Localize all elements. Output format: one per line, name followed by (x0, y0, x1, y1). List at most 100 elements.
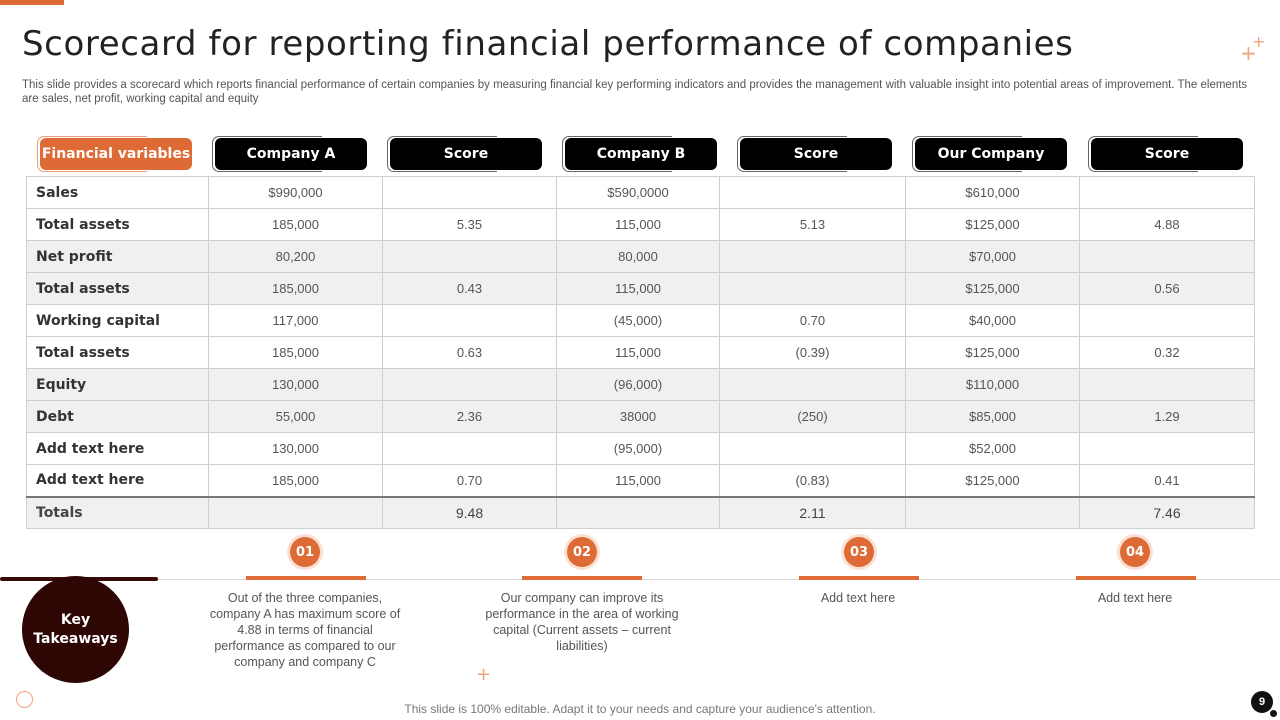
takeaway-bar-2 (522, 576, 642, 580)
footer-note: This slide is 100% editable. Adapt it to… (404, 702, 876, 716)
cell-company-a: 185,000 (208, 208, 383, 241)
table-row: Sales $990,000 $590,0000 $610,000 (26, 176, 1255, 209)
takeaway-divider (150, 579, 1280, 580)
cell-company-b: 115,000 (556, 464, 720, 497)
cell-score-a: 0.43 (382, 272, 557, 305)
cell-company-b: 115,000 (556, 272, 720, 305)
cell-variable: Add text here (26, 432, 209, 465)
header-company-a: Company A (212, 136, 367, 172)
cell-variable: Debt (26, 400, 209, 433)
takeaway-text-4: Add text here (1097, 591, 1173, 605)
table-row: Net profit 80,200 80,000 $70,000 (26, 240, 1255, 273)
cell-variable: Add text here (26, 464, 209, 497)
cell-score-our: 1.29 (1079, 400, 1255, 433)
total-our-company (905, 495, 1080, 529)
plus-decoration: + (476, 664, 492, 685)
table-row: Add text here 130,000 (95,000) $52,000 (26, 432, 1255, 465)
cell-score-our: 0.56 (1079, 272, 1255, 305)
table-row: Debt 55,000 2.36 38000 (250) $85,000 1.29 (26, 400, 1255, 433)
cell-variable: Equity (26, 368, 209, 401)
cell-company-a: 185,000 (208, 464, 383, 497)
cell-variable: Working capital (26, 304, 209, 337)
cell-score-our (1079, 176, 1255, 209)
cell-score-b (719, 176, 906, 209)
cell-company-b: $590,0000 (556, 176, 720, 209)
cell-score-b: 0.70 (719, 304, 906, 337)
cell-score-b (719, 432, 906, 465)
cell-company-a: 117,000 (208, 304, 383, 337)
cell-variable: Total assets (26, 336, 209, 369)
cell-our-company: $40,000 (905, 304, 1080, 337)
cell-company-b: (96,000) (556, 368, 720, 401)
cell-company-b: 38000 (556, 400, 720, 433)
total-score-b: 2.11 (719, 495, 906, 529)
cell-score-a (382, 304, 557, 337)
top-accent-bar (0, 0, 64, 5)
scorecard-table: Sales $990,000 $590,0000 $610,000 Total asse… (26, 176, 1255, 529)
cell-score-a (382, 240, 557, 273)
cell-score-our (1079, 304, 1255, 337)
cell-score-our (1079, 432, 1255, 465)
total-variable: Totals (26, 495, 209, 529)
takeaway-number-2: 02 (567, 537, 597, 567)
cell-company-b: 115,000 (556, 336, 720, 369)
cell-company-a: $990,000 (208, 176, 383, 209)
takeaway-bar-3 (799, 576, 919, 580)
cell-company-a: 185,000 (208, 272, 383, 305)
total-company-a (208, 495, 383, 529)
page-subtitle: This slide provides a scorecard which re… (22, 79, 1248, 105)
plus-decoration: + (1240, 41, 1257, 65)
cell-variable: Total assets (26, 272, 209, 305)
page-number-badge: 9 (1251, 691, 1273, 713)
cell-company-b: 115,000 (556, 208, 720, 241)
table-row: Equity 130,000 (96,000) $110,000 (26, 368, 1255, 401)
cell-variable: Net profit (26, 240, 209, 273)
cell-variable: Total assets (26, 208, 209, 241)
cell-score-b (719, 368, 906, 401)
cell-score-our: 0.32 (1079, 336, 1255, 369)
cell-company-b: (45,000) (556, 304, 720, 337)
cell-company-b: 80,000 (556, 240, 720, 273)
page-title: Scorecard for reporting financial perfor… (22, 24, 1074, 64)
cell-score-b: (250) (719, 400, 906, 433)
page-dot-decoration (1270, 710, 1277, 717)
takeaway-bar-4 (1076, 576, 1196, 580)
cell-score-our: 0.41 (1079, 464, 1255, 497)
cell-company-b: (95,000) (556, 432, 720, 465)
table-row: Add text here 185,000 0.70 115,000 (0.83) $12… (26, 464, 1255, 497)
cell-score-b (719, 240, 906, 273)
cell-company-a: 55,000 (208, 400, 383, 433)
cell-our-company: $125,000 (905, 272, 1080, 305)
key-takeaways-line1: Key (60, 611, 91, 628)
header-company-b: Company B (562, 136, 717, 172)
cell-score-b: (0.83) (719, 464, 906, 497)
header-score-b: Score (737, 136, 892, 172)
header-score-our: Score (1088, 136, 1243, 172)
cell-score-a: 0.63 (382, 336, 557, 369)
total-score-our: 7.46 (1079, 495, 1255, 529)
cell-our-company: $125,000 (905, 208, 1080, 241)
cell-score-a (382, 176, 557, 209)
table-row: Total assets 185,000 5.35 115,000 5.13 $125,0… (26, 208, 1255, 241)
cell-company-a: 80,200 (208, 240, 383, 273)
total-company-b (556, 495, 720, 529)
header-financial-variables: Financial variables (37, 136, 192, 172)
takeaway-text-2: Our company can improve its performance … (485, 591, 679, 653)
takeaway-bar-1 (246, 576, 366, 580)
totals-row: Totals 9.48 2.11 7.46 (26, 495, 1255, 529)
takeaway-number-3: 03 (844, 537, 874, 567)
key-takeaways-circle: Key Takeaways (22, 576, 129, 683)
key-takeaways-line2: Takeaways (33, 630, 118, 647)
cell-score-our: 4.88 (1079, 208, 1255, 241)
cell-score-our (1079, 240, 1255, 273)
cell-company-a: 130,000 (208, 432, 383, 465)
cell-score-a (382, 368, 557, 401)
cell-score-b (719, 272, 906, 305)
cell-score-a (382, 432, 557, 465)
cell-score-a: 2.36 (382, 400, 557, 433)
cell-company-a: 130,000 (208, 368, 383, 401)
cell-our-company: $125,000 (905, 464, 1080, 497)
table-row: Total assets 185,000 0.63 115,000 (0.39) $125… (26, 336, 1255, 369)
ring-decoration (16, 691, 33, 708)
plus-decoration: + (1252, 32, 1266, 51)
